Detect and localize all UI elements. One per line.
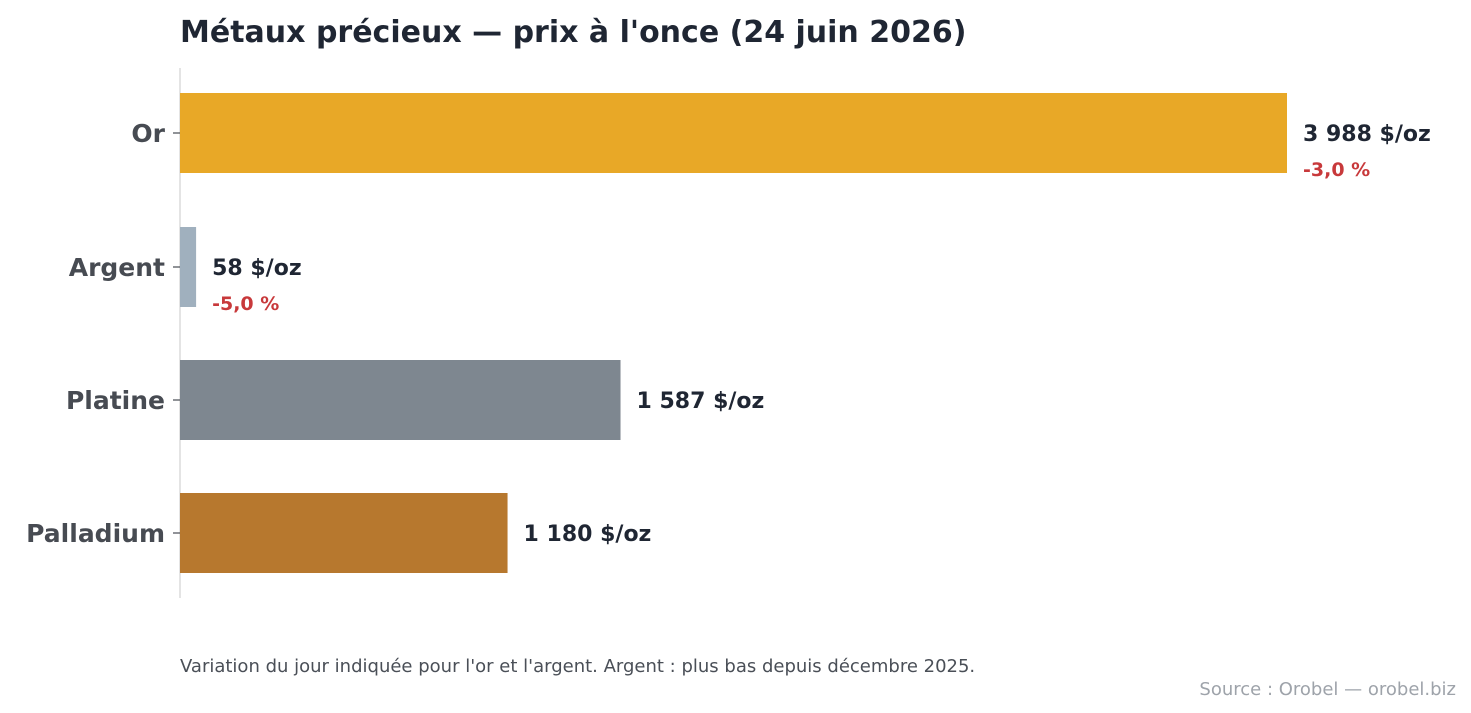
category-label-or: Or [131, 119, 165, 148]
chart-title: Métaux précieux — prix à l'once (24 juin… [180, 15, 966, 50]
change-label-argent: -5,0 % [212, 293, 279, 315]
bar-palladium [180, 493, 508, 573]
category-label-platine: Platine [66, 386, 165, 415]
value-label-platine: 1 587 $/oz [637, 389, 765, 414]
category-label-palladium: Palladium [26, 519, 165, 548]
bar-platine [180, 360, 621, 440]
bars-layer: Or 3 988 $/oz -3,0 % Argent 58 $/oz -5,0 % Pla… [26, 93, 1431, 573]
category-label-argent: Argent [69, 253, 165, 282]
value-label-argent: 58 $/oz [212, 256, 302, 281]
change-label-or: -3,0 % [1303, 159, 1370, 181]
bar-argent [180, 227, 197, 307]
bar-or [180, 93, 1287, 173]
chart-footnote: Variation du jour indiquée pour l'or et … [180, 656, 975, 677]
value-label-or: 3 988 $/oz [1303, 122, 1431, 147]
chart-source: Source : Orobel — orobel.biz [1199, 679, 1456, 700]
value-label-palladium: 1 180 $/oz [524, 522, 652, 547]
